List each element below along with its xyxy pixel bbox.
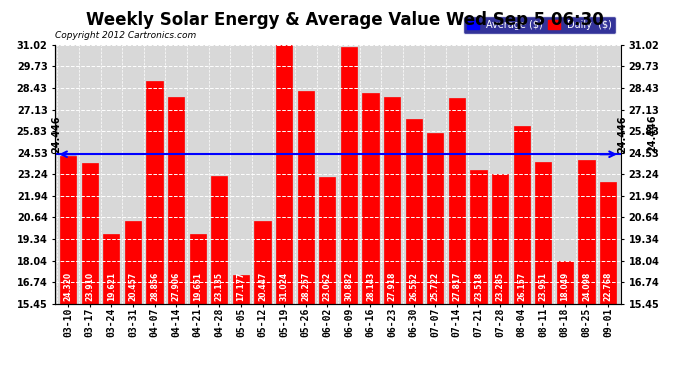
Bar [297,91,314,304]
Text: Weekly Solar Energy & Average Value Wed Sep 5 06:30: Weekly Solar Energy & Average Value Wed … [86,11,604,29]
Text: 24.098: 24.098 [582,272,591,301]
Text: 19.621: 19.621 [107,272,116,301]
Text: 19.651: 19.651 [193,272,202,301]
Text: 23.910: 23.910 [86,272,95,301]
Text: 20.447: 20.447 [258,272,267,301]
Text: 23.518: 23.518 [474,272,483,301]
Text: 20.457: 20.457 [128,272,137,301]
Bar [535,162,551,304]
Bar [448,98,465,304]
Text: 24.446: 24.446 [647,114,657,152]
Text: 28.257: 28.257 [302,272,310,301]
Text: 31.024: 31.024 [279,272,288,301]
Text: 23.062: 23.062 [323,272,332,301]
Text: 24.446: 24.446 [51,115,61,153]
Bar [233,275,249,304]
Bar [362,93,379,304]
Bar [427,133,444,304]
Bar [557,261,573,304]
Text: 23.285: 23.285 [495,272,504,301]
Bar [578,160,595,304]
Text: 28.143: 28.143 [366,272,375,301]
Bar [319,177,335,304]
Text: 28.856: 28.856 [150,272,159,301]
Text: 27.906: 27.906 [172,272,181,301]
Text: 23.951: 23.951 [539,272,548,301]
Text: 18.049: 18.049 [560,272,569,301]
Bar [471,170,486,304]
Bar [255,221,270,304]
Bar [190,234,206,304]
Bar [276,45,292,304]
Bar [406,119,422,304]
Bar [384,96,400,304]
Bar [146,81,163,304]
Text: 23.135: 23.135 [215,272,224,301]
Bar [104,234,119,304]
Bar [211,176,228,304]
Text: 30.882: 30.882 [344,272,353,301]
Text: 17.177: 17.177 [237,272,246,301]
Text: 25.722: 25.722 [431,272,440,301]
Bar [600,182,616,304]
Bar [60,156,77,304]
Bar [492,174,508,304]
Bar [513,126,530,304]
Text: 24.320: 24.320 [63,272,72,301]
Bar [125,220,141,304]
Text: Copyright 2012 Cartronics.com: Copyright 2012 Cartronics.com [55,31,197,40]
Bar [341,47,357,304]
Text: 22.768: 22.768 [604,272,613,301]
Text: 26.552: 26.552 [409,272,418,301]
Bar [168,97,184,304]
Text: 27.918: 27.918 [388,272,397,301]
Text: 26.157: 26.157 [518,272,526,301]
Text: 27.817: 27.817 [453,272,462,301]
Bar [81,163,98,304]
Text: 24.446: 24.446 [617,115,627,153]
Legend: Average ($), Daily  ($): Average ($), Daily ($) [463,16,616,34]
